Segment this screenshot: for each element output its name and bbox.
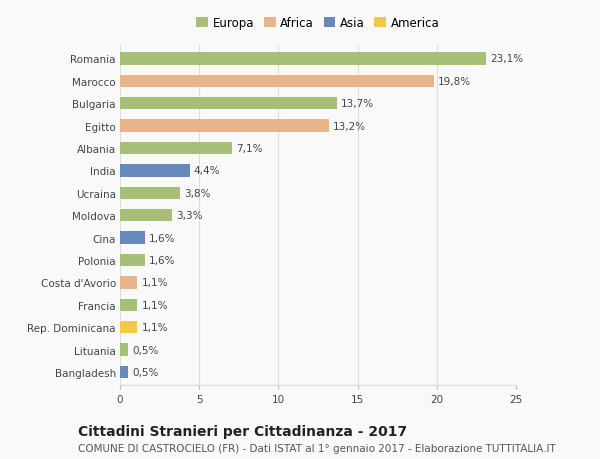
Bar	[120, 210, 172, 222]
Text: 1,6%: 1,6%	[149, 255, 176, 265]
Text: 0,5%: 0,5%	[132, 345, 158, 355]
Text: 1,6%: 1,6%	[149, 233, 176, 243]
Text: COMUNE DI CASTROCIELO (FR) - Dati ISTAT al 1° gennaio 2017 - Elaborazione TUTTIT: COMUNE DI CASTROCIELO (FR) - Dati ISTAT …	[78, 443, 556, 453]
Text: 7,1%: 7,1%	[236, 144, 263, 154]
Text: 1,1%: 1,1%	[142, 278, 168, 288]
Bar	[120, 344, 128, 356]
Text: 19,8%: 19,8%	[437, 77, 471, 87]
Text: 13,2%: 13,2%	[333, 121, 366, 131]
Bar	[120, 299, 137, 311]
Bar	[120, 165, 190, 177]
Text: 1,1%: 1,1%	[142, 323, 168, 332]
Bar	[120, 120, 329, 133]
Bar	[120, 143, 232, 155]
Legend: Europa, Africa, Asia, America: Europa, Africa, Asia, America	[194, 14, 442, 32]
Bar	[120, 76, 434, 88]
Bar	[120, 277, 137, 289]
Text: 0,5%: 0,5%	[132, 367, 158, 377]
Text: 1,1%: 1,1%	[142, 300, 168, 310]
Bar	[120, 187, 180, 200]
Text: 23,1%: 23,1%	[490, 54, 523, 64]
Bar	[120, 53, 486, 66]
Bar	[120, 98, 337, 110]
Text: 3,3%: 3,3%	[176, 211, 203, 221]
Bar	[120, 254, 145, 267]
Bar	[120, 366, 128, 378]
Text: 4,4%: 4,4%	[194, 166, 220, 176]
Bar	[120, 232, 145, 244]
Text: 3,8%: 3,8%	[184, 188, 211, 198]
Bar	[120, 321, 137, 334]
Text: Cittadini Stranieri per Cittadinanza - 2017: Cittadini Stranieri per Cittadinanza - 2…	[78, 425, 407, 438]
Text: 13,7%: 13,7%	[341, 99, 374, 109]
